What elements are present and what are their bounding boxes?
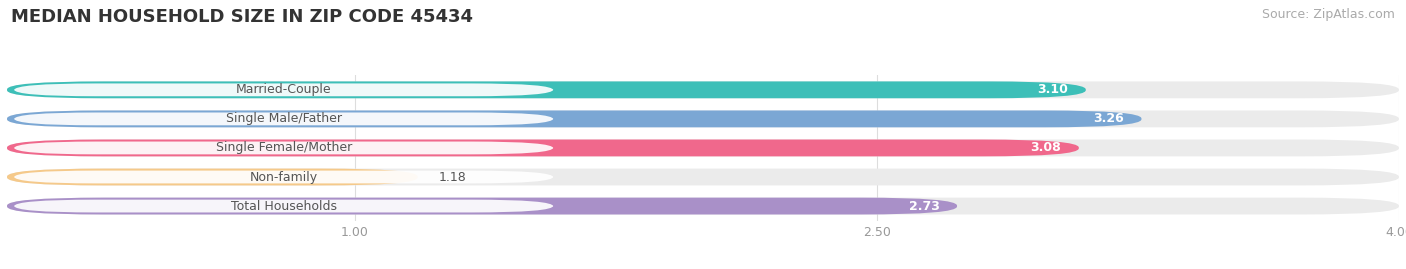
- FancyBboxPatch shape: [7, 198, 1399, 214]
- FancyBboxPatch shape: [7, 198, 957, 214]
- FancyBboxPatch shape: [14, 83, 554, 96]
- Text: MEDIAN HOUSEHOLD SIZE IN ZIP CODE 45434: MEDIAN HOUSEHOLD SIZE IN ZIP CODE 45434: [11, 8, 474, 26]
- Text: Total Households: Total Households: [231, 200, 336, 213]
- FancyBboxPatch shape: [7, 111, 1142, 127]
- FancyBboxPatch shape: [14, 112, 554, 125]
- Text: Married-Couple: Married-Couple: [236, 83, 332, 96]
- Text: Source: ZipAtlas.com: Source: ZipAtlas.com: [1261, 8, 1395, 21]
- Text: Non-family: Non-family: [250, 171, 318, 183]
- FancyBboxPatch shape: [14, 141, 554, 154]
- FancyBboxPatch shape: [7, 82, 1399, 98]
- FancyBboxPatch shape: [7, 82, 1085, 98]
- FancyBboxPatch shape: [7, 169, 1399, 185]
- Text: 3.08: 3.08: [1031, 141, 1062, 154]
- FancyBboxPatch shape: [7, 169, 418, 185]
- FancyBboxPatch shape: [14, 200, 554, 213]
- FancyBboxPatch shape: [14, 171, 554, 183]
- Text: 3.26: 3.26: [1094, 112, 1123, 125]
- Text: 1.18: 1.18: [439, 171, 467, 183]
- Text: Single Female/Mother: Single Female/Mother: [215, 141, 352, 154]
- FancyBboxPatch shape: [7, 140, 1078, 156]
- Text: 2.73: 2.73: [908, 200, 939, 213]
- Text: 3.10: 3.10: [1038, 83, 1069, 96]
- Text: Single Male/Father: Single Male/Father: [226, 112, 342, 125]
- FancyBboxPatch shape: [7, 111, 1399, 127]
- FancyBboxPatch shape: [7, 140, 1399, 156]
